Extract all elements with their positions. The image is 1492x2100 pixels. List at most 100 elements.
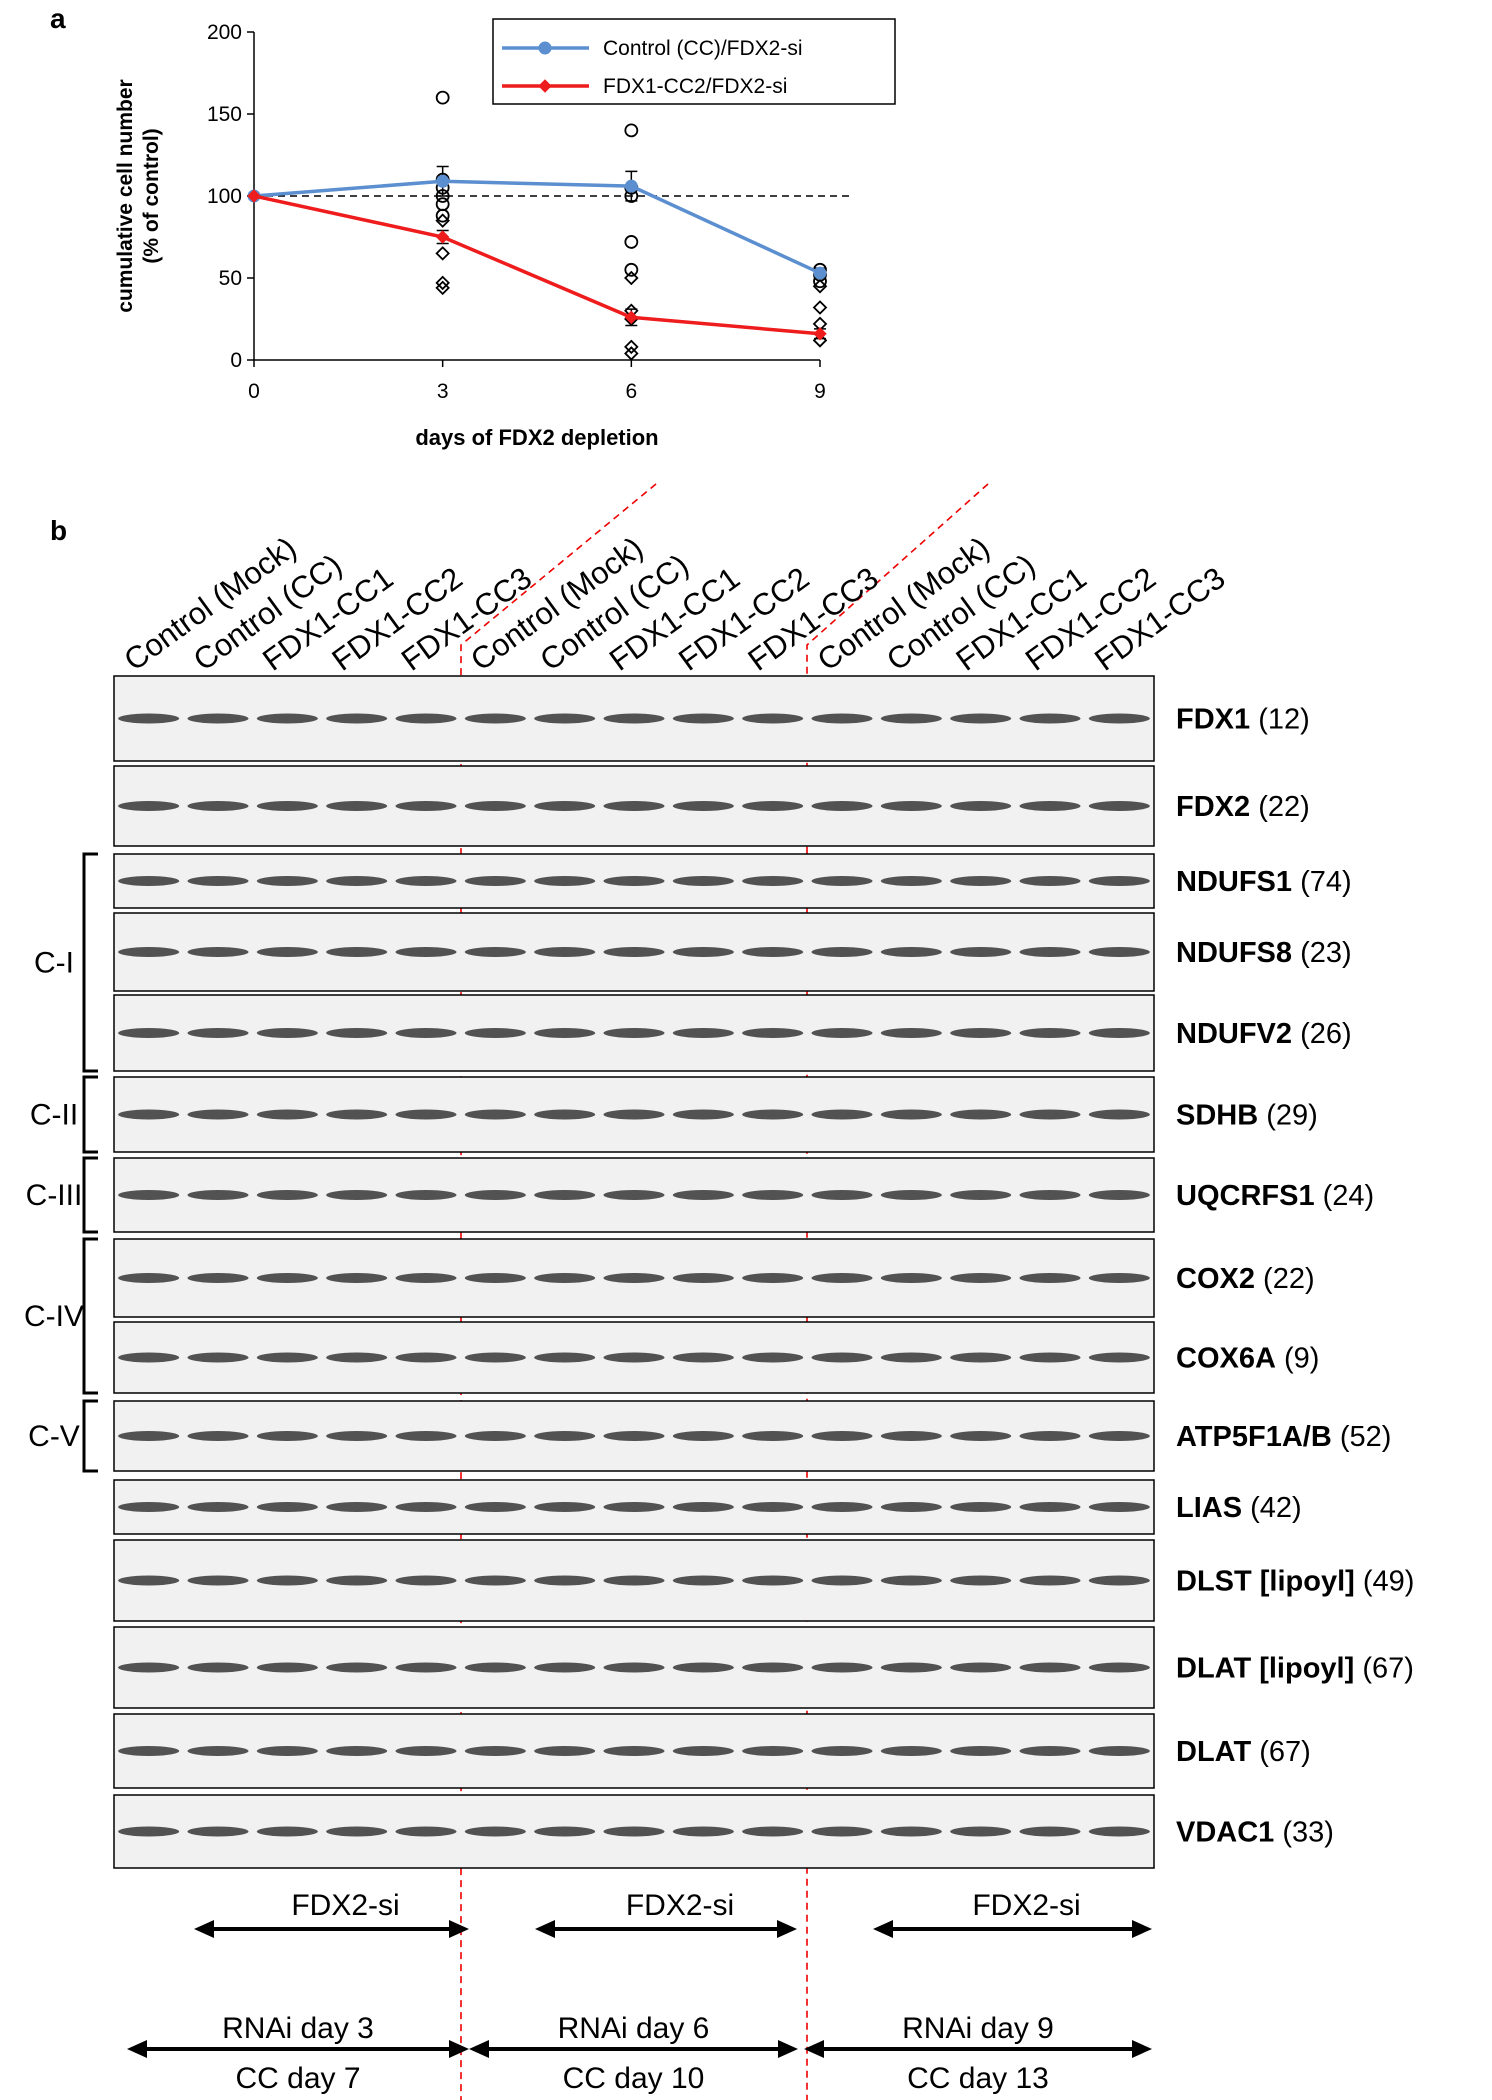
band bbox=[811, 713, 873, 724]
band bbox=[811, 876, 873, 886]
band bbox=[603, 1109, 665, 1120]
band bbox=[1019, 713, 1081, 724]
band bbox=[464, 1352, 526, 1363]
blot-row bbox=[113, 1794, 1155, 1869]
band bbox=[534, 1352, 596, 1363]
molecular-weight: (74) bbox=[1300, 866, 1352, 898]
band bbox=[395, 713, 457, 724]
legend-marker bbox=[538, 41, 552, 55]
replicate-point bbox=[624, 270, 639, 286]
band bbox=[395, 1826, 457, 1837]
band bbox=[950, 1502, 1012, 1512]
y-tick-label: 200 bbox=[207, 21, 242, 44]
band bbox=[950, 1826, 1012, 1837]
band bbox=[742, 1575, 804, 1586]
band bbox=[672, 876, 734, 886]
x-tick-label: 6 bbox=[625, 380, 637, 403]
replicate-point bbox=[624, 262, 639, 277]
band bbox=[950, 1190, 1012, 1200]
band bbox=[950, 1431, 1012, 1441]
band bbox=[395, 1352, 457, 1363]
band bbox=[1088, 1352, 1150, 1363]
x-axis-label: days of FDX2 depletion bbox=[415, 425, 658, 450]
band bbox=[118, 1028, 180, 1038]
panel-label: b bbox=[50, 515, 67, 546]
band bbox=[395, 1746, 457, 1756]
band bbox=[118, 1352, 180, 1363]
arrow-head bbox=[449, 2040, 469, 2058]
band bbox=[880, 1352, 942, 1363]
protein-label: COX6A (9) bbox=[1176, 1343, 1319, 1375]
legend-marker bbox=[538, 79, 552, 93]
series-line bbox=[253, 194, 821, 336]
band bbox=[534, 1662, 596, 1673]
band bbox=[256, 947, 318, 957]
protein-name: NDUFV2 bbox=[1176, 1018, 1292, 1050]
arrow-head bbox=[449, 1920, 469, 1938]
band bbox=[950, 1662, 1012, 1673]
band bbox=[464, 801, 526, 811]
replicate-point bbox=[435, 90, 450, 105]
band bbox=[326, 947, 388, 957]
band bbox=[950, 801, 1012, 811]
protein-label: ATP5F1A/B (52) bbox=[1176, 1421, 1391, 1453]
band bbox=[811, 947, 873, 957]
band bbox=[672, 1273, 734, 1283]
blot-row bbox=[113, 1076, 1155, 1153]
band bbox=[1088, 713, 1150, 724]
band bbox=[1019, 801, 1081, 811]
band bbox=[187, 713, 249, 724]
band bbox=[187, 1028, 249, 1038]
band bbox=[811, 1662, 873, 1673]
band bbox=[256, 876, 318, 886]
band bbox=[880, 713, 942, 724]
band bbox=[672, 1575, 734, 1586]
band bbox=[256, 1502, 318, 1512]
arrow-head bbox=[778, 2040, 798, 2058]
blot-row bbox=[113, 1238, 1155, 1318]
band bbox=[880, 1662, 942, 1673]
band bbox=[603, 876, 665, 886]
band bbox=[1088, 1746, 1150, 1756]
blot-row bbox=[113, 912, 1155, 992]
band bbox=[534, 1575, 596, 1586]
band bbox=[950, 1028, 1012, 1038]
blot-row bbox=[113, 853, 1155, 909]
band bbox=[464, 1431, 526, 1441]
band bbox=[880, 801, 942, 811]
band bbox=[326, 1502, 388, 1512]
band bbox=[811, 1109, 873, 1120]
band bbox=[464, 1746, 526, 1756]
band bbox=[118, 1575, 180, 1586]
band bbox=[880, 947, 942, 957]
protein-label: DLAT (67) bbox=[1176, 1736, 1311, 1768]
band bbox=[395, 1028, 457, 1038]
band bbox=[742, 1431, 804, 1441]
band bbox=[534, 1028, 596, 1038]
timepoint-label: RNAi day 9 bbox=[902, 2012, 1054, 2045]
band bbox=[187, 1273, 249, 1283]
band bbox=[534, 713, 596, 724]
legend-label: FDX1-CC2/FDX2-si bbox=[603, 75, 787, 98]
replicate-point bbox=[435, 275, 450, 291]
protein-label: UQCRFS1 (24) bbox=[1176, 1180, 1374, 1212]
protein-name: ATP5F1A/B bbox=[1176, 1421, 1332, 1453]
band bbox=[603, 1190, 665, 1200]
panel-label: a bbox=[50, 3, 66, 34]
band bbox=[534, 947, 596, 957]
arrow-head bbox=[804, 2040, 824, 2058]
band bbox=[603, 1352, 665, 1363]
protein-label: DLST [lipoyl] (49) bbox=[1176, 1566, 1414, 1598]
y-tick-label: 100 bbox=[207, 185, 242, 208]
series-marker bbox=[624, 310, 639, 325]
band bbox=[603, 1273, 665, 1283]
timepoint-label: CC day 10 bbox=[563, 2062, 705, 2095]
band bbox=[880, 1273, 942, 1283]
band bbox=[1088, 1662, 1150, 1673]
protein-name: COX2 bbox=[1176, 1263, 1255, 1295]
band bbox=[1088, 1575, 1150, 1586]
band bbox=[950, 947, 1012, 957]
band bbox=[1088, 1826, 1150, 1837]
band bbox=[534, 1190, 596, 1200]
